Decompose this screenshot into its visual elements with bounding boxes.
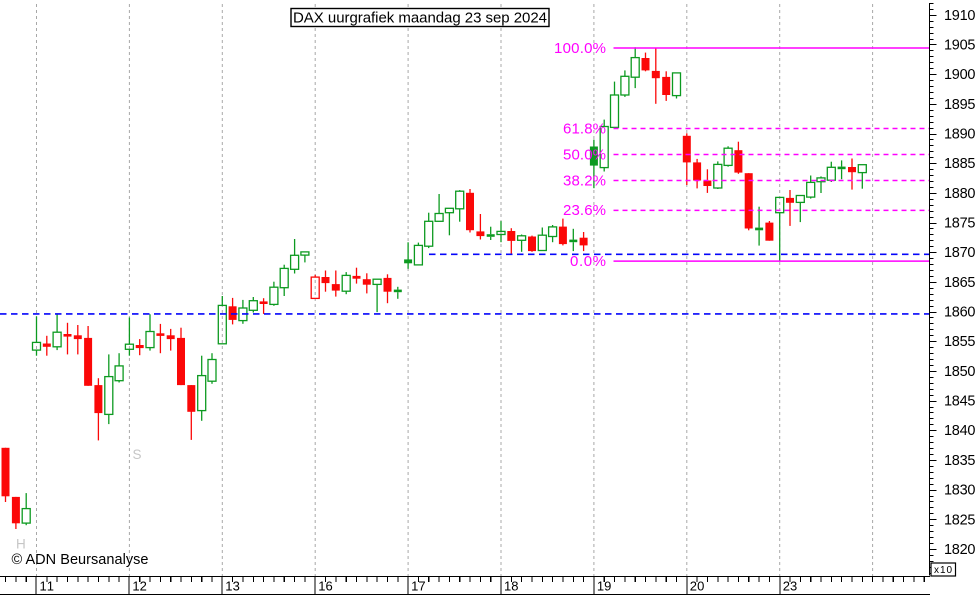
svg-text:1865: 1865 — [944, 275, 976, 291]
svg-text:1875: 1875 — [944, 216, 976, 232]
svg-text:1890: 1890 — [944, 127, 976, 143]
svg-text:1905: 1905 — [944, 38, 976, 54]
svg-text:1880: 1880 — [944, 186, 976, 202]
svg-text:16: 16 — [318, 579, 333, 594]
svg-text:1910: 1910 — [944, 8, 976, 24]
svg-text:17: 17 — [411, 579, 426, 594]
svg-text:100.0%: 100.0% — [554, 40, 606, 57]
svg-text:1825: 1825 — [944, 512, 976, 528]
svg-text:1900: 1900 — [944, 67, 976, 83]
svg-text:1820: 1820 — [944, 542, 976, 558]
svg-text:12: 12 — [132, 579, 147, 594]
svg-text:1835: 1835 — [944, 453, 976, 469]
svg-text:11: 11 — [40, 579, 55, 594]
svg-text:1850: 1850 — [944, 364, 976, 380]
svg-text:x10: x10 — [934, 565, 952, 576]
svg-text:1855: 1855 — [944, 334, 976, 350]
svg-text:1830: 1830 — [944, 483, 976, 499]
svg-text:1845: 1845 — [944, 394, 976, 410]
svg-text:1885: 1885 — [944, 156, 976, 172]
svg-text:S: S — [133, 447, 142, 462]
svg-text:19: 19 — [597, 579, 612, 594]
svg-text:H: H — [16, 537, 26, 552]
svg-text:13: 13 — [225, 579, 240, 594]
svg-text:18: 18 — [504, 579, 519, 594]
svg-text:1870: 1870 — [944, 245, 976, 261]
svg-text:© ADN Beursanalyse: © ADN Beursanalyse — [12, 552, 149, 568]
svg-text:61.8%: 61.8% — [563, 121, 606, 138]
svg-text:DAX uurgrafiek maandag 23 sep: DAX uurgrafiek maandag 23 sep 2024 — [293, 10, 547, 27]
svg-text:38.2%: 38.2% — [563, 173, 606, 190]
svg-text:50.0%: 50.0% — [563, 147, 606, 164]
svg-text:23.6%: 23.6% — [563, 202, 606, 219]
svg-text:1895: 1895 — [944, 97, 976, 113]
svg-text:1860: 1860 — [944, 305, 976, 321]
svg-text:0.0%: 0.0% — [570, 253, 606, 270]
svg-text:1840: 1840 — [944, 423, 976, 439]
svg-text:23: 23 — [783, 579, 798, 594]
svg-text:20: 20 — [690, 579, 705, 594]
